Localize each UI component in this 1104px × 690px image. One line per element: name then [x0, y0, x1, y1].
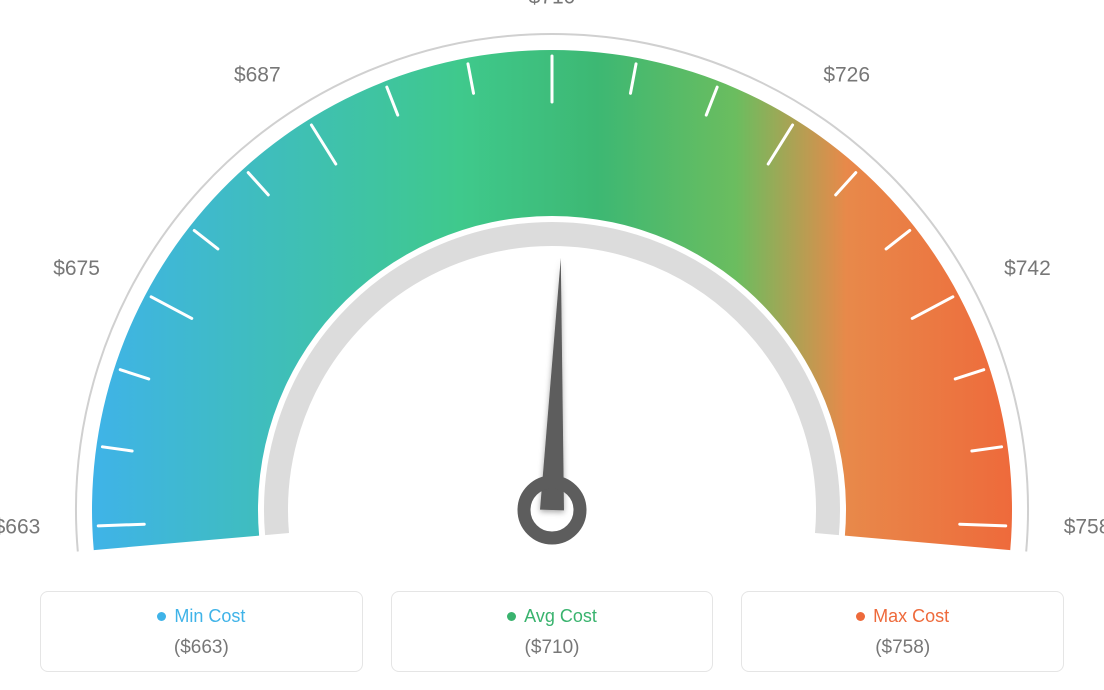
legend-label-text: Min Cost [174, 606, 245, 627]
svg-text:$726: $726 [823, 63, 870, 86]
svg-text:$663: $663 [0, 515, 40, 538]
legend-value: ($663) [51, 637, 352, 659]
svg-text:$710: $710 [529, 0, 576, 9]
legend-value: ($710) [402, 637, 703, 659]
legend-row: Min Cost ($663) Avg Cost ($710) Max Cost… [0, 591, 1104, 672]
svg-text:$675: $675 [53, 257, 100, 280]
legend-max: Max Cost ($758) [741, 591, 1064, 672]
legend-label-text: Max Cost [873, 606, 949, 627]
dot-icon [507, 612, 516, 621]
svg-text:$742: $742 [1004, 257, 1051, 280]
legend-label-text: Avg Cost [524, 606, 597, 627]
gauge-canvas: $663 $675 $687 $710 $726 $742 $758 [0, 0, 1104, 560]
legend-value: ($758) [752, 637, 1053, 659]
legend-min: Min Cost ($663) [40, 591, 363, 672]
svg-text:$687: $687 [234, 63, 281, 86]
cost-gauge-chart: $663 $675 $687 $710 $726 $742 $758 Min Cost ($… [0, 0, 1104, 690]
dot-icon [157, 612, 166, 621]
svg-text:$758: $758 [1064, 515, 1104, 538]
dot-icon [856, 612, 865, 621]
legend-avg: Avg Cost ($710) [391, 591, 714, 672]
